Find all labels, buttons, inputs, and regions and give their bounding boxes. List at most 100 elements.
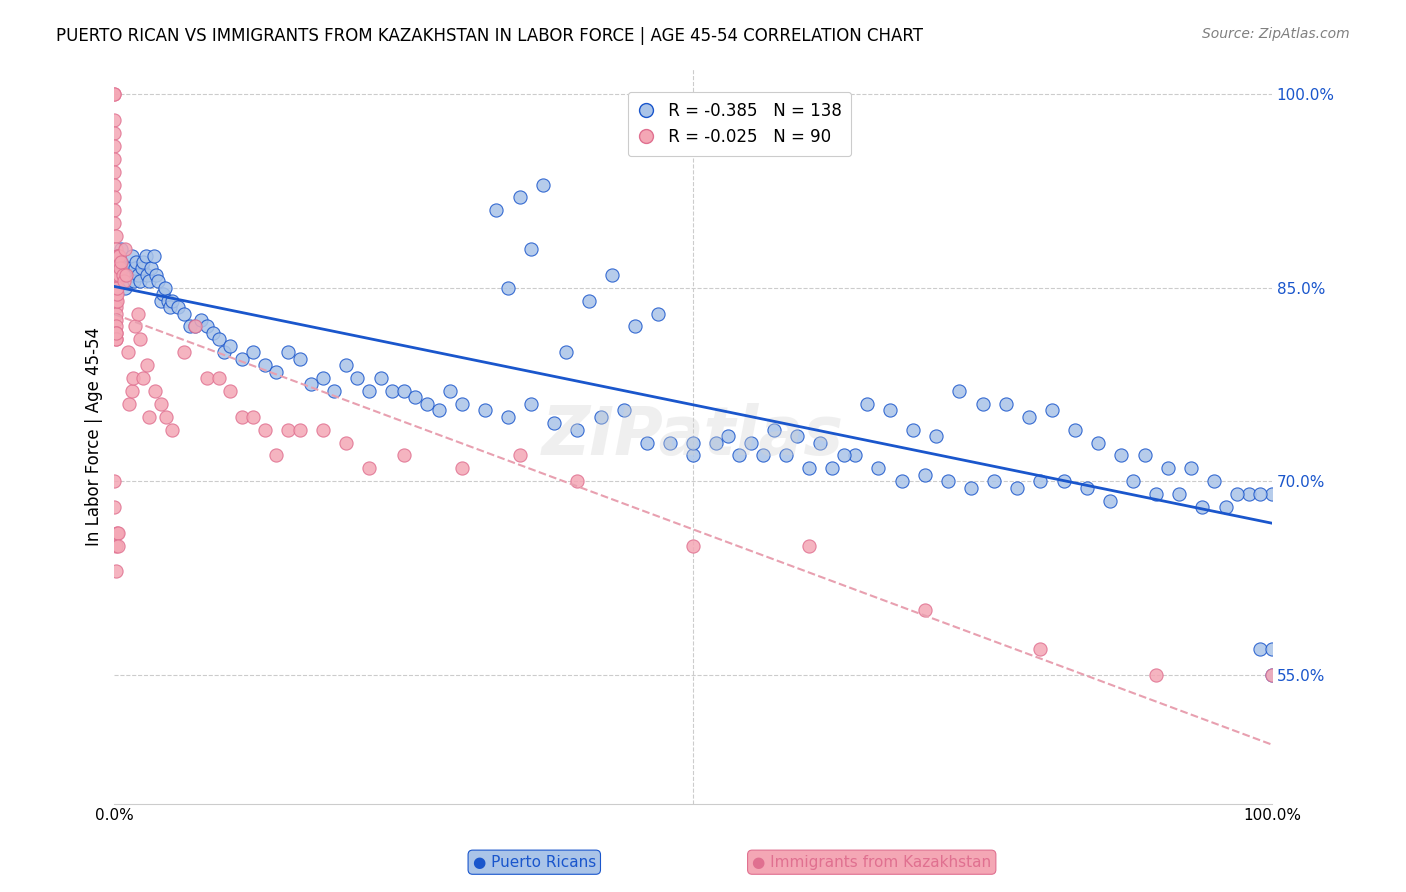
Point <box>242 345 264 359</box>
Point <box>751 449 773 463</box>
Point <box>105 268 128 282</box>
Point <box>104 313 127 327</box>
Point <box>190 313 212 327</box>
Point <box>103 152 125 166</box>
Point <box>110 242 132 256</box>
Point <box>103 190 125 204</box>
Point <box>117 268 139 282</box>
Point <box>335 435 357 450</box>
Point <box>184 319 207 334</box>
Point <box>1087 435 1109 450</box>
Point <box>103 255 125 269</box>
Point <box>253 358 276 372</box>
Point <box>127 268 149 282</box>
Point <box>1111 449 1133 463</box>
Point <box>104 255 127 269</box>
Point <box>1261 667 1284 681</box>
Point <box>277 345 299 359</box>
Point <box>450 397 472 411</box>
Point <box>323 384 346 398</box>
Point <box>103 474 125 488</box>
Point <box>520 242 543 256</box>
Point <box>948 384 970 398</box>
Point <box>214 345 236 359</box>
Point <box>184 319 207 334</box>
Point <box>104 229 127 244</box>
Point <box>103 87 125 102</box>
Point <box>103 178 125 192</box>
Point <box>114 281 136 295</box>
Point <box>135 268 157 282</box>
Point <box>960 481 983 495</box>
Point <box>110 255 132 269</box>
Point <box>775 449 797 463</box>
Point <box>1018 409 1040 424</box>
Text: PUERTO RICAN VS IMMIGRANTS FROM KAZAKHSTAN IN LABOR FORCE | AGE 45-54 CORRELATIO: PUERTO RICAN VS IMMIGRANTS FROM KAZAKHST… <box>56 27 924 45</box>
Point <box>636 435 658 450</box>
Point <box>115 268 138 282</box>
Point <box>121 248 143 262</box>
Point <box>520 397 543 411</box>
Point <box>103 126 125 140</box>
Point <box>124 261 146 276</box>
Point <box>832 449 855 463</box>
Point <box>266 449 288 463</box>
Point <box>312 423 335 437</box>
Point <box>107 248 129 262</box>
Point <box>135 248 157 262</box>
Point <box>122 371 145 385</box>
Text: ● Puerto Ricans: ● Puerto Ricans <box>472 855 596 870</box>
Point <box>914 603 936 617</box>
Point <box>138 274 160 288</box>
Point <box>132 371 155 385</box>
Point <box>589 409 612 424</box>
Point <box>740 435 762 450</box>
Point <box>983 474 1005 488</box>
Point <box>105 281 128 295</box>
Point <box>682 449 704 463</box>
Point <box>797 461 820 475</box>
Point <box>138 409 160 424</box>
Point <box>704 435 727 450</box>
Point <box>104 307 127 321</box>
Point <box>1237 487 1260 501</box>
Point <box>1029 641 1052 656</box>
Point <box>201 326 224 340</box>
Point <box>207 371 229 385</box>
Text: ● Immigrants from Kazakhstan: ● Immigrants from Kazakhstan <box>752 855 991 870</box>
Point <box>242 409 264 424</box>
Point <box>531 178 554 192</box>
Point <box>118 397 141 411</box>
Text: Source: ZipAtlas.com: Source: ZipAtlas.com <box>1202 27 1350 41</box>
Point <box>1191 500 1213 514</box>
Point <box>121 384 143 398</box>
Point <box>231 351 253 366</box>
Point <box>936 474 959 488</box>
Point <box>149 293 172 308</box>
Point <box>103 87 125 102</box>
Point <box>107 255 129 269</box>
Point <box>104 274 127 288</box>
Point <box>122 274 145 288</box>
Point <box>1098 493 1121 508</box>
Point <box>103 139 125 153</box>
Point <box>1144 487 1167 501</box>
Point <box>335 358 357 372</box>
Point <box>142 248 165 262</box>
Point <box>105 268 128 282</box>
Point <box>509 190 531 204</box>
Point <box>370 371 392 385</box>
Point <box>104 326 127 340</box>
Point <box>901 423 924 437</box>
Point <box>496 281 519 295</box>
Point <box>159 300 181 314</box>
Point <box>103 203 125 218</box>
Point <box>346 371 368 385</box>
Point <box>821 461 844 475</box>
Point <box>108 248 131 262</box>
Point <box>104 268 127 282</box>
Point <box>104 274 127 288</box>
Y-axis label: In Labor Force | Age 45-54: In Labor Force | Age 45-54 <box>86 326 103 546</box>
Point <box>107 539 129 553</box>
Point <box>797 539 820 553</box>
